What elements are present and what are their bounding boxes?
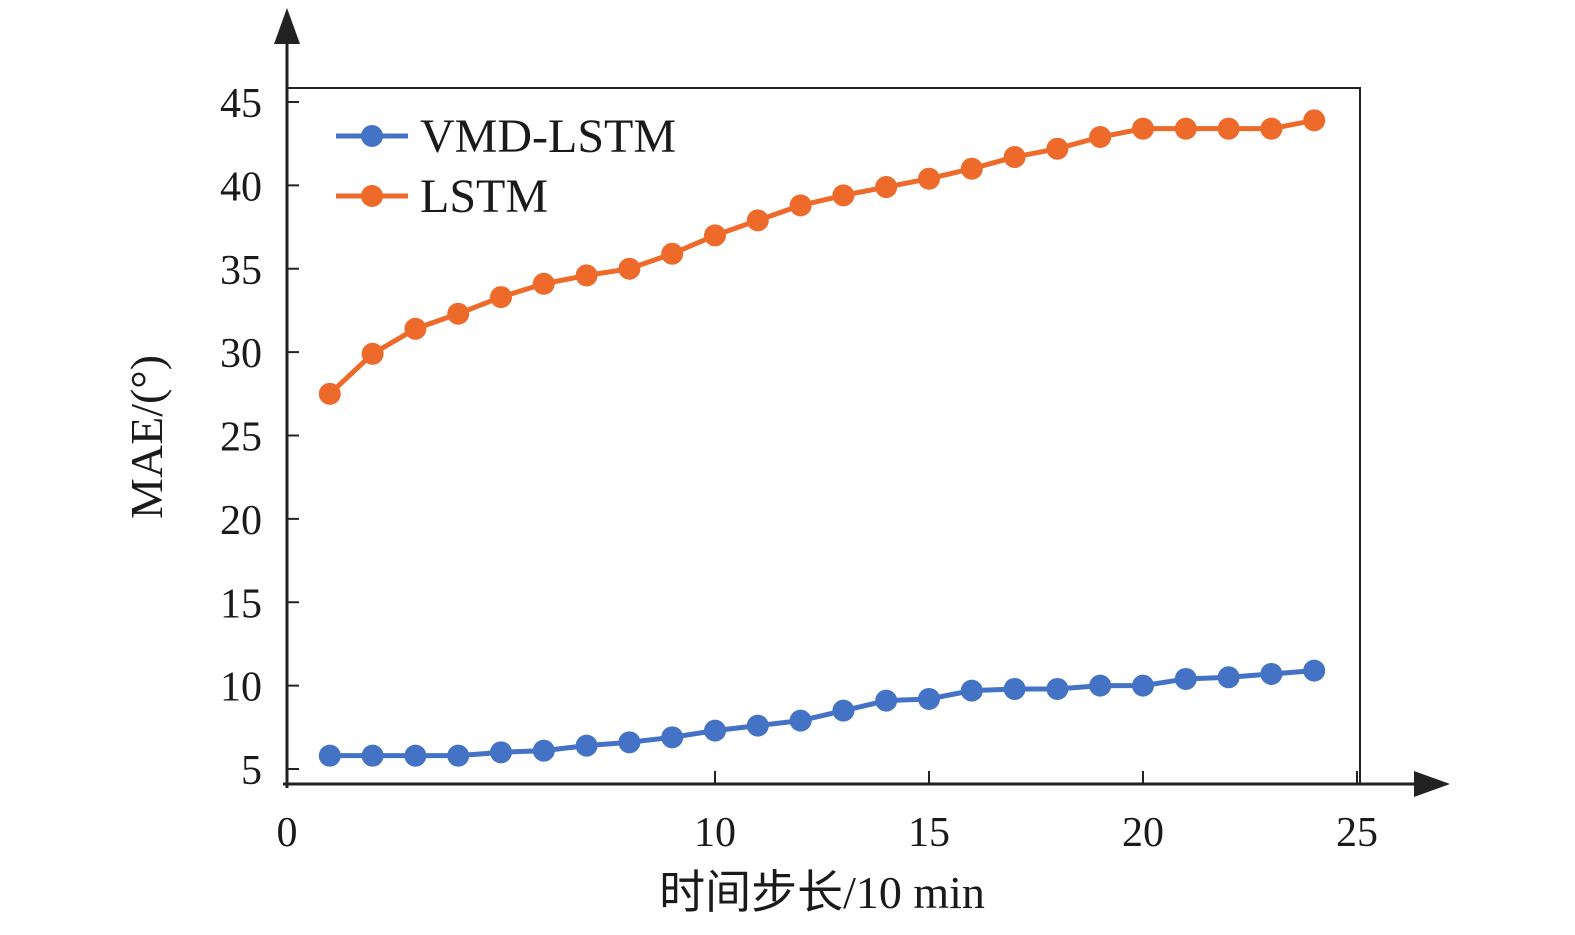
y-tick-label: 30: [220, 331, 262, 377]
data-point-lstm: [704, 224, 726, 247]
data-point-lstm: [447, 302, 470, 325]
y-tick-label: 45: [220, 81, 262, 127]
data-point-vmd-lstm: [404, 744, 427, 767]
x-tick-label: 10: [694, 810, 736, 856]
data-point-vmd-lstm: [447, 744, 470, 767]
y-tick-label: 35: [220, 248, 262, 294]
data-point-lstm: [918, 167, 940, 190]
data-point-lstm: [361, 342, 384, 365]
data-point-lstm: [960, 157, 983, 180]
data-point-vmd-lstm: [1260, 662, 1283, 685]
x-tick-label: 0: [277, 810, 298, 856]
data-point-vmd-lstm: [960, 679, 983, 702]
data-point-vmd-lstm: [575, 734, 598, 757]
y-tick-label: 40: [220, 164, 262, 210]
data-point-vmd-lstm: [532, 739, 555, 762]
data-point-lstm: [1303, 109, 1326, 132]
data-point-vmd-lstm: [1174, 667, 1197, 690]
data-point-lstm: [1217, 117, 1240, 140]
arrow-up-icon: [274, 8, 300, 44]
data-point-lstm: [404, 317, 427, 340]
data-point-lstm: [1003, 146, 1026, 169]
legend-label-vmd-lstm: VMD-LSTM: [420, 110, 676, 163]
data-point-vmd-lstm: [875, 689, 898, 712]
data-point-lstm: [1089, 126, 1112, 149]
data-point-vmd-lstm: [318, 744, 341, 767]
y-tick-label: 10: [220, 665, 262, 711]
data-point-vmd-lstm: [1046, 677, 1069, 700]
x-tick-label: 20: [1122, 810, 1164, 856]
data-point-vmd-lstm: [918, 687, 940, 710]
y-tick-label: 15: [220, 581, 262, 627]
data-point-vmd-lstm: [1003, 677, 1026, 700]
data-point-lstm: [618, 257, 641, 280]
data-point-vmd-lstm: [618, 731, 641, 754]
data-point-vmd-lstm: [1132, 674, 1154, 697]
data-point-vmd-lstm: [704, 719, 726, 742]
data-point-lstm: [1046, 137, 1069, 160]
data-point-lstm: [746, 209, 769, 232]
data-point-lstm: [789, 194, 812, 217]
data-point-vmd-lstm: [832, 699, 855, 722]
data-point-vmd-lstm: [490, 741, 512, 764]
series-layer: [318, 109, 1326, 767]
legend: VMD-LSTM LSTM: [336, 110, 676, 223]
x-tick-label: 15: [908, 810, 950, 856]
data-point-vmd-lstm: [661, 726, 684, 749]
data-point-vmd-lstm: [789, 709, 812, 732]
data-point-lstm: [832, 184, 855, 207]
data-point-vmd-lstm: [746, 714, 769, 737]
legend-marker-lstm: [361, 185, 383, 207]
data-point-lstm: [1174, 117, 1197, 140]
legend-marker-vmd-lstm: [361, 125, 383, 147]
x-tick-label: 25: [1336, 810, 1378, 856]
legend-label-lstm: LSTM: [420, 170, 548, 223]
data-point-lstm: [532, 272, 555, 295]
data-point-lstm: [1132, 117, 1154, 140]
x-axis-title: 时间步长/10 min: [659, 867, 985, 918]
data-point-lstm: [318, 382, 341, 405]
arrow-right-icon: [1414, 771, 1450, 797]
y-tick-label: 20: [220, 498, 262, 544]
data-point-vmd-lstm: [1217, 666, 1240, 689]
y-tick-label: 5: [241, 748, 262, 794]
data-point-vmd-lstm: [361, 744, 384, 767]
data-point-lstm: [1260, 117, 1283, 140]
series-line-vmd-lstm: [329, 668, 1315, 759]
y-axis-title: MAE/(°): [121, 355, 172, 519]
data-point-lstm: [661, 242, 684, 265]
data-point-vmd-lstm: [1089, 674, 1112, 697]
data-point-lstm: [490, 286, 512, 309]
y-tick-label: 25: [220, 415, 262, 461]
data-point-vmd-lstm: [1303, 659, 1326, 682]
data-point-lstm: [575, 264, 598, 287]
ticks-layer: 5 10 15 20 25 30 35 40 45 0 10 15 20 25: [220, 81, 1378, 856]
data-point-lstm: [875, 176, 898, 199]
